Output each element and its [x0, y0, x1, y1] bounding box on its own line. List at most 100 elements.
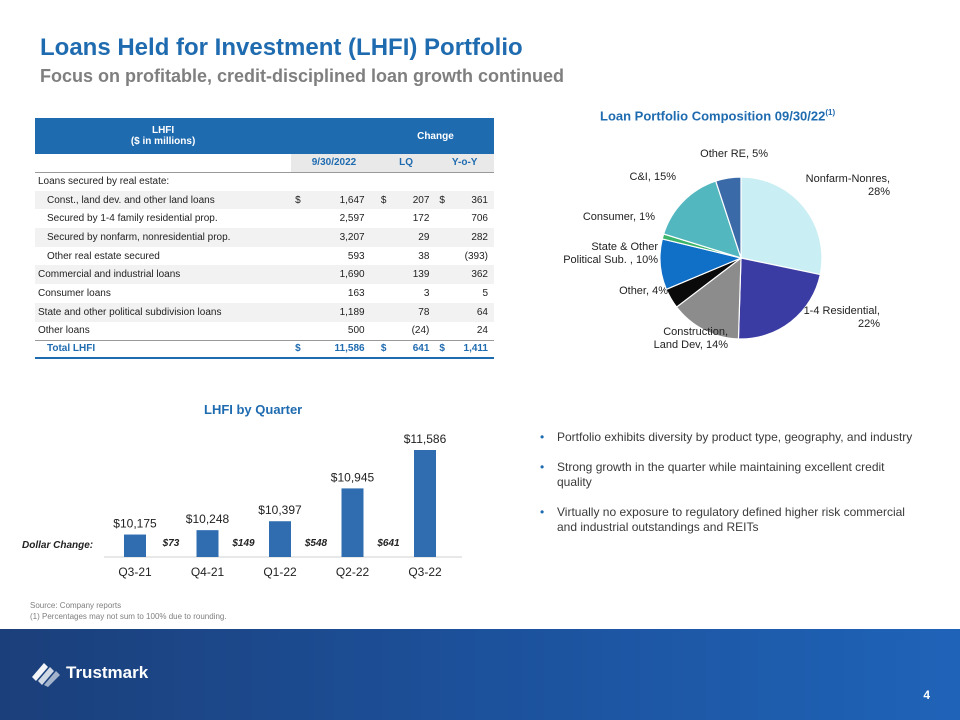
- row-label: Secured by nonfarm, nonresidential prop.: [35, 228, 292, 247]
- pie-slice: [740, 176, 823, 276]
- pie-slice-label-line: Other, 4%: [619, 285, 668, 297]
- table-row: Consumer loans 163 3 5: [35, 284, 494, 303]
- currency-symbol: [291, 228, 306, 247]
- lq-cell: 3: [423, 287, 430, 299]
- bar: [341, 488, 364, 557]
- column-header-lq: LQ: [376, 154, 436, 173]
- row-label: Other real estate secured: [47, 250, 160, 262]
- currency-symbol: [435, 247, 450, 266]
- currency-symbol: [377, 247, 392, 266]
- value-cell: 163: [347, 287, 365, 299]
- spacer-cell: [370, 190, 377, 210]
- value-cell: 1,189: [305, 302, 371, 322]
- footnotes: Source: Company reports (1) Percentages …: [30, 600, 227, 622]
- pie-slice-label-line: Construction,: [663, 326, 728, 338]
- footnote-source: Source: Company reports: [30, 601, 122, 610]
- yoy-cell: (393): [464, 250, 488, 262]
- currency-symbol: [291, 284, 306, 303]
- spacer-cell: [370, 339, 377, 360]
- row-label: Const., land dev. and other land loans: [35, 190, 292, 210]
- currency-symbol: [376, 228, 392, 247]
- table-row: State and other political subdivision lo…: [35, 302, 494, 322]
- currency-symbol: $: [291, 339, 306, 360]
- total-label: Total LHFI: [35, 339, 292, 360]
- currency-symbol: [377, 284, 392, 303]
- currency-symbol: [435, 172, 450, 191]
- lq-cell: 29: [391, 228, 436, 247]
- bullet-text: Portfolio exhibits diversity by product …: [557, 430, 913, 444]
- bullet-dot-icon: •: [540, 460, 545, 474]
- yoy-cell: 706: [471, 213, 488, 225]
- currency-symbol: [291, 265, 306, 285]
- pie-chart: Nonfarm-Nonres, 28% 1-4 Residential, 22% Con…: [563, 148, 891, 351]
- total-lq: 641: [391, 339, 436, 360]
- pie-slice-label-line: Land Dev, 14%: [654, 339, 729, 351]
- bar-value-label: $10,175: [113, 517, 157, 531]
- currency-symbol: [291, 302, 306, 322]
- header-lhfi: LHFI ($ in millions): [35, 118, 292, 154]
- bar-value-label: $11,586: [404, 432, 447, 446]
- currency-symbol: [377, 322, 392, 341]
- header-lhfi-label: LHFI: [151, 125, 175, 136]
- header-units-label: ($ in millions): [130, 136, 196, 147]
- trustmark-logo-icon: [32, 663, 60, 687]
- bar: [414, 450, 436, 557]
- pie-slice-label: Construction, Land Dev, 14%: [654, 326, 729, 351]
- table-row: Secured by 1-4 family residential prop. 2…: [35, 209, 494, 228]
- total-yoy: 1,411: [450, 339, 494, 360]
- currency-symbol: $: [376, 339, 392, 360]
- bar-chart-title: LHFI by Quarter: [204, 402, 303, 417]
- lq-cell: 38: [418, 250, 430, 262]
- currency-symbol: [376, 302, 392, 322]
- currency-symbol: [377, 209, 392, 228]
- bar-value-label: $10,945: [331, 470, 375, 484]
- row-label: Other loans: [38, 325, 90, 337]
- lq-cell: 172: [412, 213, 430, 225]
- table-row: Const., land dev. and other land loans $1…: [35, 190, 494, 210]
- lq-cell: 78: [391, 302, 436, 322]
- pie-slice-label: Consumer, 1%: [583, 211, 655, 223]
- column-header-yoy: Y-o-Y: [435, 154, 494, 173]
- pie-slice-label: C&I, 15%: [630, 171, 677, 183]
- bullet-item: • Portfolio exhibits diversity by product…: [540, 430, 920, 445]
- value-cell: 1,690: [305, 265, 371, 285]
- lhfi-table: LHFI ($ in millions) Change 9/30/2022 LQ…: [35, 118, 494, 360]
- yoy-cell: 64: [450, 302, 494, 322]
- currency-symbol: $: [291, 190, 306, 210]
- currency-symbol: [435, 228, 451, 247]
- pie-slice-label-line: 28%: [868, 186, 890, 198]
- table-row: Loans secured by real estate:: [35, 172, 494, 191]
- pie-chart-title: Loan Portfolio Composition 09/30/22(1): [600, 108, 835, 123]
- pie-slice-label: Nonfarm-Nonres, 28%: [806, 173, 891, 198]
- currency-symbol: [291, 247, 306, 266]
- bullet-item: • Strong growth in the quarter while main…: [540, 460, 920, 490]
- yoy-cell: 24: [476, 325, 488, 337]
- currency-symbol: $: [435, 190, 451, 210]
- bar-category-label: Q3-21: [118, 565, 152, 579]
- row-label: State and other political subdivision lo…: [35, 302, 292, 322]
- value-cell: 500: [347, 325, 365, 337]
- bar-category-label: Q2-22: [336, 565, 370, 579]
- pie-title-text: Loan Portfolio Composition 09/30/22: [600, 108, 826, 124]
- pie-slice-label-line: Political Sub. , 10%: [563, 254, 658, 266]
- bar-category-label: Q1-22: [263, 565, 297, 579]
- yoy-cell: 361: [450, 190, 494, 210]
- pie-slice-label-line: 22%: [858, 318, 880, 330]
- pie-slice-label: Other RE, 5%: [700, 148, 768, 160]
- bullet-text: Virtually no exposure to regulatory defi…: [557, 505, 905, 534]
- pie-slice-label-line: State & Other: [591, 241, 658, 253]
- page-number: 4: [923, 688, 930, 702]
- row-label: Secured by 1-4 family residential prop.: [47, 213, 218, 225]
- pie-slice-label-line: Other RE, 5%: [700, 148, 768, 160]
- currency-symbol: [291, 322, 306, 341]
- bar: [196, 530, 219, 557]
- bullet-dot-icon: •: [540, 430, 545, 444]
- bar-value-label: $10,397: [258, 503, 302, 517]
- currency-symbol: [376, 265, 392, 285]
- table-row: Commercial and industrial loans 1,690 139 3…: [35, 265, 494, 285]
- spacer-cell: [370, 228, 377, 247]
- dollar-change-value: $73: [162, 538, 180, 549]
- column-header-date: 9/30/2022: [291, 154, 377, 173]
- lq-cell: [391, 172, 435, 191]
- value-cell: 2,597: [339, 213, 365, 225]
